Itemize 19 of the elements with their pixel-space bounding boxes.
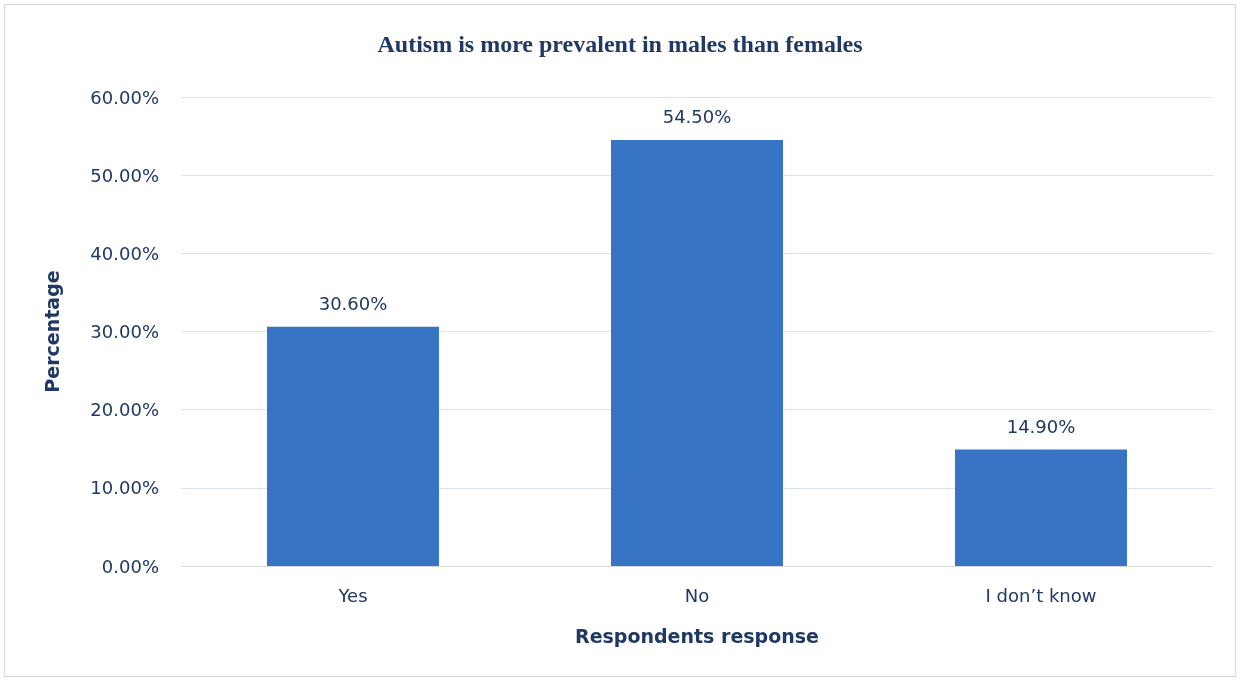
x-axis-title: Respondents response <box>575 624 819 647</box>
y-axis-title: Percentage <box>40 270 63 393</box>
x-tick-label: No <box>684 584 710 606</box>
y-tick-label: 60.00% <box>90 86 159 108</box>
y-tick-label: 10.00% <box>90 477 159 499</box>
y-tick-label: 30.00% <box>90 321 159 342</box>
bar <box>611 139 783 566</box>
data-label: 14.90% <box>1006 416 1076 438</box>
chart-title: Autism is more prevalent in males than females <box>377 31 863 57</box>
x-tick-label: I don’t know <box>985 584 1097 606</box>
data-label: 30.60% <box>318 293 388 315</box>
y-tick-label: 0.00% <box>101 555 159 577</box>
bar <box>955 449 1127 566</box>
bar <box>267 326 439 566</box>
y-tick-label: 20.00% <box>90 399 159 421</box>
x-tick-label: Yes <box>337 584 368 606</box>
data-label: 54.50% <box>662 106 732 128</box>
y-tick-label: 50.00% <box>90 164 159 186</box>
y-tick-label: 40.00% <box>90 242 159 264</box>
